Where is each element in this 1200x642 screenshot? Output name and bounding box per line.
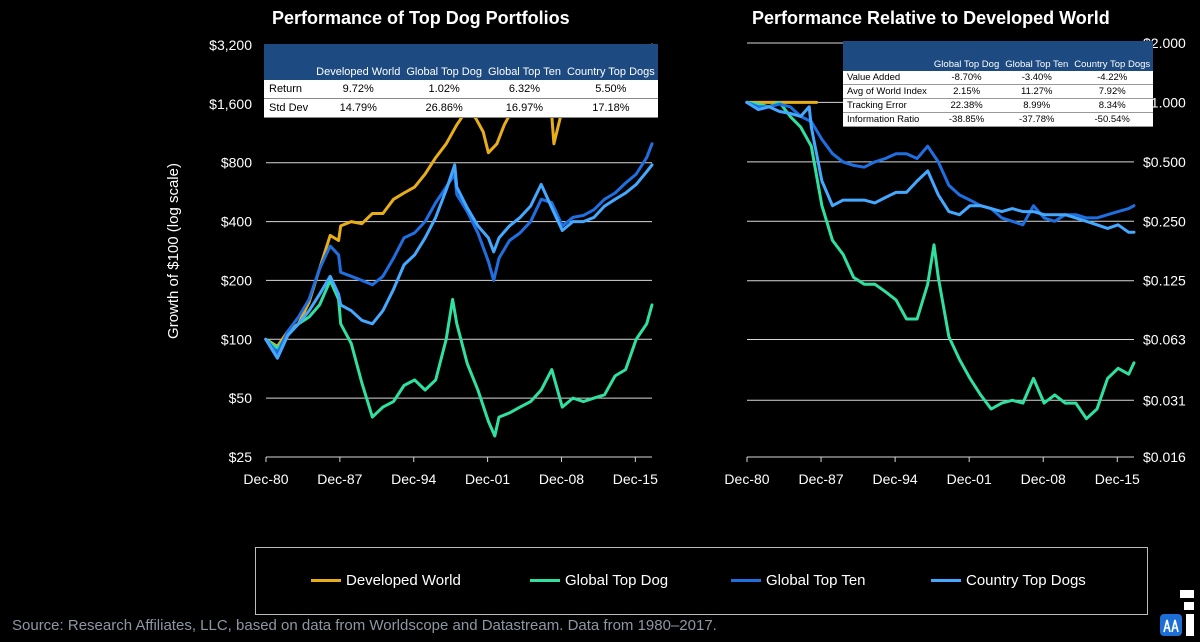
x-tick-label: Dec-01	[465, 471, 510, 487]
x-tick-label: Dec-87	[798, 471, 843, 487]
legend-item-global-top-ten: Global Top Ten	[731, 572, 866, 589]
x-tick-label: Dec-01	[947, 471, 992, 487]
series-line	[264, 163, 654, 360]
research-affiliates-logo	[1160, 590, 1194, 636]
table-header-row: Global Top Dog Global Top Ten Country To…	[843, 41, 1154, 71]
table-cell: 2.15%	[930, 84, 1003, 99]
y-tick-label: $100	[221, 331, 252, 347]
table-cell: -38.85%	[930, 112, 1003, 127]
y-tick-label: $200	[221, 272, 252, 288]
chart1-title: Performance of Top Dog Portfolios	[272, 8, 570, 28]
table-header-cell: Global Top Ten	[1002, 41, 1072, 71]
source-note: Source: Research Affiliates, LLC, based …	[12, 617, 717, 634]
y-tick-label: $25	[229, 449, 253, 465]
table-cell: 16.97%	[484, 98, 564, 118]
table-cell: 17.18%	[563, 98, 658, 118]
table-row: Tracking Error 22.38% 8.99% 8.34%	[843, 98, 1154, 113]
y-tick-label: $400	[221, 214, 252, 230]
x-tick-label: Dec-94	[873, 471, 918, 487]
table-cell: Avg of World Index	[843, 84, 931, 99]
y-tick-label: $800	[221, 155, 252, 171]
table-cell: 7.92%	[1071, 84, 1154, 99]
table-cell: -3.40%	[1002, 71, 1072, 85]
x-tick-label: Dec-80	[243, 471, 288, 487]
y-tick-label: $0.250	[1143, 213, 1186, 229]
y-tick-label: $0.016	[1143, 449, 1186, 465]
chart2-stats-table: Global Top Dog Global Top Ten Country To…	[843, 41, 1154, 127]
table-header-cell: Country Top Dogs	[1071, 41, 1154, 71]
legend-item-global-top-dog: Global Top Dog	[530, 572, 668, 589]
table-row: Information Ratio -38.85% -37.78% -50.54…	[843, 112, 1154, 127]
chart2-title: Performance Relative to Developed World	[752, 8, 1110, 28]
table-cell: Tracking Error	[843, 98, 931, 113]
series-line	[745, 100, 1136, 421]
table-header-cell: Global Top Dog	[403, 44, 485, 80]
legend-swatch	[311, 579, 341, 582]
chart1-stats-table: Developed World Global Top Dog Global To…	[264, 44, 658, 118]
legend-item-country-top-dogs: Country Top Dogs	[931, 572, 1086, 589]
table-header-cell: Developed World	[313, 44, 404, 80]
table-header-cell: Global Top Ten	[484, 44, 564, 80]
table-row: Value Added -8.70% -3.40% -4.22%	[843, 71, 1154, 85]
table-header-cell	[843, 41, 931, 71]
table-cell: 14.79%	[313, 98, 404, 118]
table-cell: 5.50%	[563, 80, 658, 99]
table-cell: 8.34%	[1071, 98, 1154, 113]
x-tick-label: Dec-15	[613, 471, 658, 487]
y-tick-label: $1,600	[209, 96, 252, 112]
legend-swatch	[530, 579, 560, 582]
table-cell: Information Ratio	[843, 112, 931, 127]
y-tick-label: $0.063	[1143, 331, 1186, 347]
table-cell: Return	[264, 80, 314, 99]
table-header-cell	[264, 44, 314, 80]
legend: Developed World Global Top Dog Global To…	[255, 547, 1148, 615]
legend-item-developed-world: Developed World	[311, 572, 461, 589]
y-tick-label: $0.031	[1143, 392, 1186, 408]
legend-swatch	[931, 579, 961, 582]
y-tick-label: $3,200	[209, 37, 252, 53]
table-cell: 22.38%	[930, 98, 1003, 113]
table-header-cell: Country Top Dogs	[563, 44, 658, 80]
y-tick-label: $0.500	[1143, 154, 1186, 170]
table-row: Return 9.72% 1.02% 6.32% 5.50%	[264, 80, 658, 99]
series-line	[264, 142, 654, 355]
table-cell: -4.22%	[1071, 71, 1154, 85]
y-tick-label: $50	[229, 390, 253, 406]
table-cell: Value Added	[843, 71, 931, 85]
table-header-row: Developed World Global Top Dog Global To…	[264, 44, 658, 80]
x-tick-label: Dec-87	[317, 471, 362, 487]
legend-label: Country Top Dogs	[966, 572, 1086, 589]
legend-swatch	[731, 579, 761, 582]
y-axis-title: Growth of $100 (log scale)	[165, 163, 182, 339]
table-cell: 8.99%	[1002, 98, 1072, 113]
table-cell: 1.02%	[403, 80, 485, 99]
table-cell: 26.86%	[403, 98, 485, 118]
table-cell: 6.32%	[484, 80, 564, 99]
table-row: Std Dev 14.79% 26.86% 16.97% 17.18%	[264, 98, 658, 118]
x-tick-label: Dec-08	[1021, 471, 1066, 487]
series-line	[264, 278, 654, 438]
legend-label: Global Top Ten	[766, 572, 866, 589]
table-cell: Std Dev	[264, 98, 314, 118]
x-tick-label: Dec-15	[1095, 471, 1140, 487]
x-tick-label: Dec-80	[724, 471, 769, 487]
legend-label: Developed World	[346, 572, 461, 589]
table-cell: 11.27%	[1002, 84, 1072, 99]
table-cell: -8.70%	[930, 71, 1003, 85]
table-header-cell: Global Top Dog	[930, 41, 1003, 71]
x-tick-label: Dec-08	[539, 471, 584, 487]
y-tick-label: $0.125	[1143, 273, 1186, 289]
table-row: Avg of World Index 2.15% 11.27% 7.92%	[843, 84, 1154, 99]
x-tick-label: Dec-94	[391, 471, 436, 487]
table-cell: 9.72%	[313, 80, 404, 99]
table-cell: -37.78%	[1002, 112, 1072, 127]
legend-label: Global Top Dog	[565, 572, 669, 589]
table-cell: -50.54%	[1071, 112, 1154, 127]
